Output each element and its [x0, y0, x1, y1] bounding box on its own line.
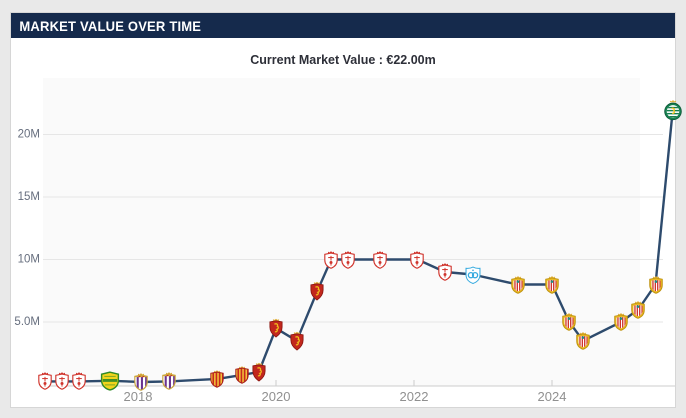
granada-crest-icon[interactable] [438, 263, 453, 282]
x-tick-label: 2020 [262, 389, 291, 404]
card-header: MARKET VALUE OVER TIME [11, 13, 675, 38]
almeria-crest-icon[interactable] [561, 313, 577, 332]
zaragoza-crest-icon[interactable] [309, 281, 325, 301]
almeria-crest-icon[interactable] [510, 275, 526, 294]
almeria-crest-icon[interactable] [575, 331, 591, 350]
granada-crest-icon[interactable] [55, 372, 70, 391]
granada-crest-icon[interactable] [324, 250, 339, 269]
valladolid-crest-icon[interactable] [162, 372, 177, 391]
almeria-crest-icon[interactable] [544, 275, 560, 294]
zaragoza-crest-icon[interactable] [251, 362, 267, 382]
x-tick-label: 2018 [124, 389, 153, 404]
granada-crest-icon[interactable] [410, 250, 425, 269]
sporting-cp-crest-icon[interactable] [663, 99, 682, 121]
nastic-crest-icon[interactable] [234, 366, 249, 385]
nastic-crest-icon[interactable] [210, 369, 225, 388]
y-tick-label: 15M [18, 191, 40, 203]
granada-crest-icon[interactable] [341, 250, 356, 269]
y-tick-label: 10M [18, 254, 40, 266]
x-tick-label: 2024 [538, 389, 567, 404]
marseille-crest-icon[interactable] [465, 265, 481, 284]
zaragoza-crest-icon[interactable] [289, 331, 305, 351]
leones-crest-icon[interactable] [100, 371, 120, 391]
almeria-crest-icon[interactable] [630, 300, 646, 319]
granada-crest-icon[interactable] [72, 372, 87, 391]
almeria-crest-icon[interactable] [613, 313, 629, 332]
almeria-crest-icon[interactable] [648, 275, 664, 294]
valladolid-crest-icon[interactable] [134, 373, 149, 392]
card-title: MARKET VALUE OVER TIME [19, 17, 202, 34]
current-market-value-text: Current Market Value : €22.00m [250, 53, 436, 67]
plot-area [43, 78, 640, 386]
y-tick-label: 5.0M [14, 316, 40, 328]
granada-crest-icon[interactable] [37, 372, 52, 391]
zaragoza-crest-icon[interactable] [268, 318, 284, 338]
x-tick-label: 2022 [400, 389, 429, 404]
y-tick-label: 20M [18, 129, 40, 141]
granada-crest-icon[interactable] [372, 250, 387, 269]
